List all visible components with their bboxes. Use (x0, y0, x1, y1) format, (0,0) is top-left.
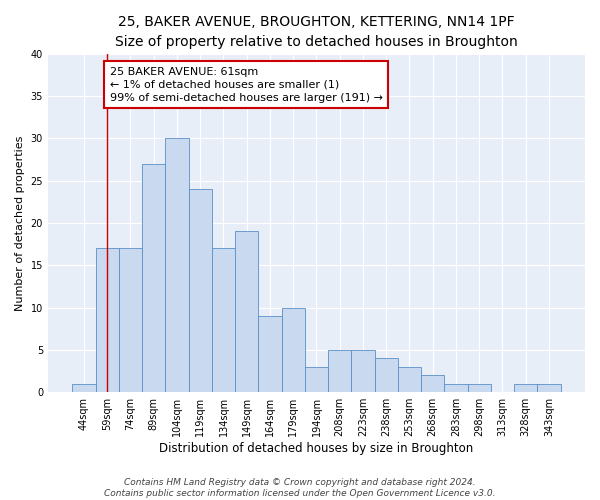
Bar (212, 248, 235, 392)
Bar (305, 367, 328, 392)
Text: 25 BAKER AVENUE: 61sqm
← 1% of detached houses are smaller (1)
99% of semi-detac: 25 BAKER AVENUE: 61sqm ← 1% of detached … (110, 66, 383, 103)
Bar (421, 376, 445, 392)
Bar (166, 138, 188, 392)
Bar (281, 308, 305, 392)
Bar (119, 248, 142, 392)
Bar (445, 384, 467, 392)
Bar (142, 164, 166, 392)
Bar (95, 248, 119, 392)
Text: Contains HM Land Registry data © Crown copyright and database right 2024.
Contai: Contains HM Land Registry data © Crown c… (104, 478, 496, 498)
Bar (398, 367, 421, 392)
Bar (188, 189, 212, 392)
Bar (514, 384, 538, 392)
Bar (374, 358, 398, 392)
Bar (538, 384, 560, 392)
Bar (467, 384, 491, 392)
Title: 25, BAKER AVENUE, BROUGHTON, KETTERING, NN14 1PF
Size of property relative to de: 25, BAKER AVENUE, BROUGHTON, KETTERING, … (115, 15, 518, 48)
Bar (259, 316, 281, 392)
Bar (235, 232, 259, 392)
X-axis label: Distribution of detached houses by size in Broughton: Distribution of detached houses by size … (160, 442, 473, 455)
Bar (328, 350, 352, 392)
Bar (73, 384, 95, 392)
Y-axis label: Number of detached properties: Number of detached properties (15, 136, 25, 310)
Bar (352, 350, 374, 392)
